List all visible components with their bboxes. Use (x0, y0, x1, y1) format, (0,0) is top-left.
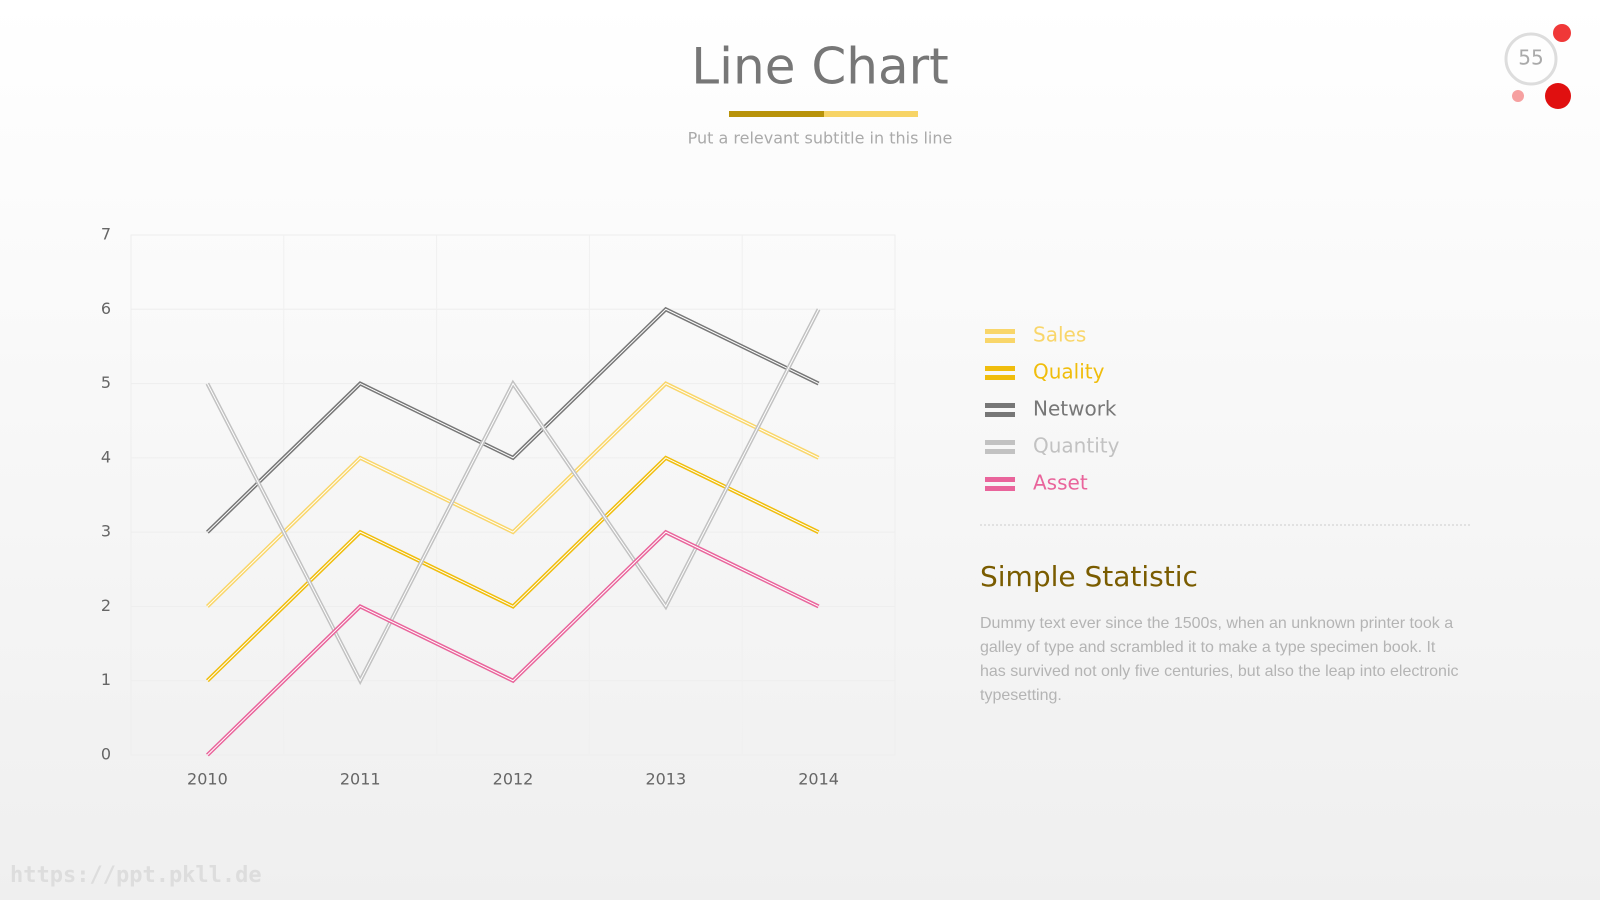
y-tick-label: 2 (101, 596, 111, 615)
series-line-highlight (207, 308, 819, 533)
legend-swatch (985, 486, 1015, 491)
legend-swatch (985, 403, 1015, 408)
watermark: https://ppt.pkll.de (10, 863, 262, 888)
y-tick-label: 0 (101, 745, 111, 764)
legend-swatch (985, 477, 1015, 482)
x-tick-label: 2013 (645, 770, 686, 789)
legend-label: Asset (1033, 471, 1088, 495)
series-line-highlight (207, 382, 819, 607)
legend-swatch (985, 329, 1015, 334)
legend-swatch (985, 412, 1015, 417)
y-tick-label: 4 (101, 447, 111, 466)
legend-swatch (985, 338, 1015, 343)
y-tick-label: 6 (101, 299, 111, 318)
y-tick-label: 5 (101, 373, 111, 392)
legend-swatch (985, 449, 1015, 454)
legend-swatch (985, 375, 1015, 380)
title-underline (729, 111, 824, 117)
legend-label: Quality (1033, 360, 1105, 384)
decor-dot (1545, 83, 1571, 109)
y-tick-label: 3 (101, 522, 111, 541)
series-line-highlight (206, 309, 820, 682)
x-tick-label: 2010 (187, 770, 228, 789)
paragraph: Dummy text ever since the 1500s, when an… (980, 615, 1459, 704)
legend-swatch (985, 366, 1015, 371)
legend-label: Sales (1033, 323, 1086, 347)
x-tick-label: 2011 (340, 770, 381, 789)
legend-label: Network (1033, 397, 1117, 421)
page-badge (1504, 32, 1558, 86)
subtitle: Put a relevant subtitle in this line (688, 129, 953, 148)
y-tick-label: 7 (101, 225, 111, 244)
decor-dot (1512, 90, 1524, 102)
series-line-highlight (207, 531, 819, 756)
legend-label: Quantity (1033, 434, 1120, 458)
x-tick-label: 2014 (798, 770, 839, 789)
heading: Simple Statistic (980, 560, 1198, 593)
x-tick-label: 2012 (493, 770, 534, 789)
y-tick-label: 1 (101, 670, 111, 689)
page-number: 55 (1518, 46, 1543, 70)
legend-swatch (985, 440, 1015, 445)
title: Line Chart (691, 38, 949, 96)
decor-dot (1553, 24, 1571, 42)
title-underline (824, 111, 918, 117)
